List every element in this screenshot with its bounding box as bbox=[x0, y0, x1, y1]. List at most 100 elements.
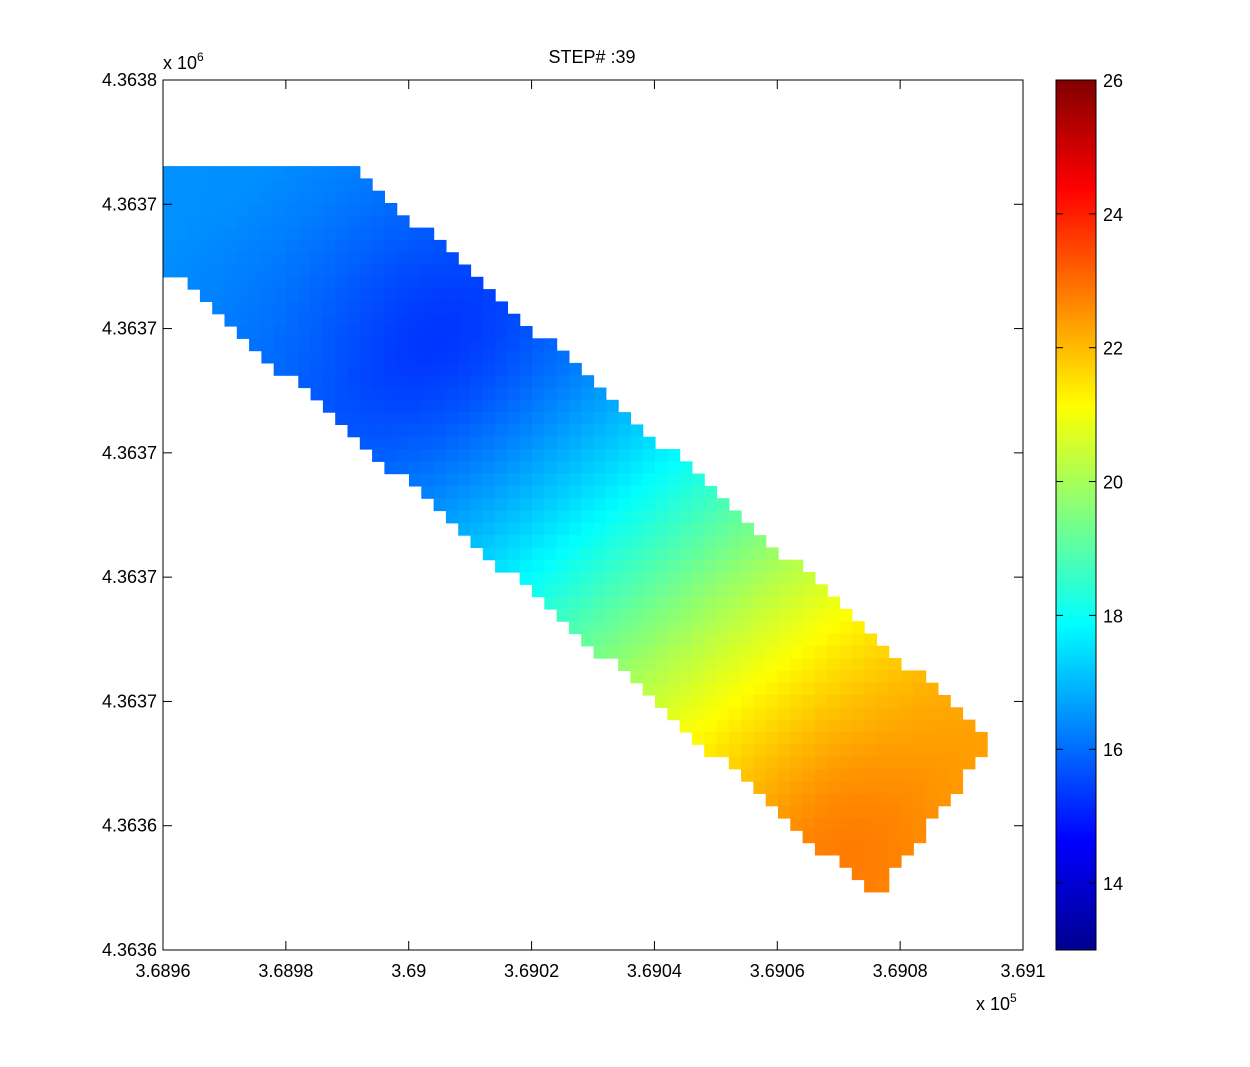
heatmap-cell bbox=[212, 215, 226, 229]
heatmap-cell bbox=[655, 670, 668, 684]
heatmap-cell bbox=[568, 362, 582, 376]
heatmap-cell bbox=[236, 166, 250, 179]
heatmap-cell bbox=[753, 670, 767, 684]
heatmap-cell bbox=[359, 203, 373, 216]
heatmap-cell bbox=[925, 793, 939, 807]
heatmap-cell bbox=[445, 289, 459, 302]
heatmap-cell bbox=[519, 424, 533, 438]
heatmap-cell bbox=[433, 485, 447, 499]
heatmap-cell bbox=[851, 670, 865, 684]
heatmap-cell bbox=[163, 264, 176, 278]
heatmap-cell bbox=[728, 522, 742, 536]
heatmap-cell bbox=[802, 633, 816, 647]
heatmap-cell bbox=[249, 264, 262, 278]
heatmap-cell bbox=[286, 301, 299, 315]
heatmap-cell bbox=[384, 375, 398, 389]
heatmap-cell bbox=[864, 830, 877, 844]
heatmap-cell bbox=[470, 350, 484, 364]
heatmap-cell bbox=[605, 449, 619, 462]
heatmap-cell bbox=[532, 522, 545, 536]
heatmap-cell bbox=[827, 731, 841, 745]
heatmap-cell bbox=[322, 190, 336, 204]
heatmap-cell bbox=[814, 744, 828, 758]
heatmap-cell bbox=[322, 178, 336, 192]
heatmap-cell bbox=[925, 744, 939, 758]
heatmap-cell bbox=[962, 719, 976, 733]
heatmap-cell bbox=[445, 498, 459, 512]
heatmap-cell bbox=[347, 362, 361, 376]
heatmap-cell bbox=[384, 412, 398, 425]
heatmap-cell bbox=[421, 338, 435, 352]
heatmap-cell bbox=[741, 572, 754, 585]
heatmap-cell bbox=[839, 719, 853, 733]
heatmap-cell bbox=[864, 805, 877, 819]
heatmap-cell bbox=[519, 412, 533, 425]
heatmap-cell bbox=[802, 744, 816, 758]
heatmap-cell bbox=[519, 461, 533, 475]
heatmap-cell bbox=[519, 375, 533, 389]
heatmap-cell bbox=[359, 227, 373, 241]
heatmap-cell bbox=[630, 461, 644, 475]
heatmap-cell bbox=[851, 854, 865, 868]
heatmap-cell bbox=[470, 399, 484, 413]
heatmap-cell bbox=[876, 645, 890, 659]
heatmap-cell bbox=[802, 584, 816, 598]
heatmap-cell bbox=[790, 818, 804, 831]
heatmap-cell bbox=[445, 424, 459, 438]
heatmap-cell bbox=[495, 473, 508, 487]
heatmap-cell bbox=[224, 190, 238, 204]
heatmap-cell bbox=[359, 289, 373, 302]
heatmap-cell bbox=[396, 252, 410, 266]
heatmap-cell bbox=[581, 399, 595, 413]
heatmap-cell bbox=[310, 252, 324, 266]
heatmap-cell bbox=[187, 166, 201, 179]
heatmap-cell bbox=[728, 559, 742, 573]
heatmap-cell bbox=[507, 338, 521, 352]
heatmap-cell bbox=[458, 473, 472, 487]
heatmap-cell bbox=[704, 682, 718, 696]
heatmap-cell bbox=[691, 719, 705, 733]
colorbar-tick-label: 16 bbox=[1103, 740, 1123, 760]
heatmap-cell bbox=[359, 276, 373, 290]
heatmap-cell bbox=[396, 313, 410, 327]
heatmap-cell bbox=[728, 719, 742, 733]
colorbar-tick-label: 24 bbox=[1103, 205, 1123, 225]
heatmap-cell bbox=[458, 362, 472, 376]
heatmap-cell bbox=[876, 781, 890, 794]
heatmap-cell bbox=[827, 621, 841, 635]
heatmap-cell bbox=[778, 744, 791, 758]
heatmap-cell bbox=[937, 695, 951, 708]
heatmap-cell bbox=[212, 252, 226, 266]
heatmap-cell bbox=[950, 731, 964, 745]
heatmap-cell bbox=[175, 252, 189, 266]
heatmap-cell bbox=[876, 842, 890, 856]
y-tick-label: 4.3638 bbox=[102, 70, 157, 90]
heatmap-cell bbox=[544, 449, 558, 462]
heatmap-cell bbox=[298, 264, 312, 278]
heatmap-cell bbox=[310, 190, 324, 204]
heatmap-cell bbox=[322, 166, 336, 179]
heatmap-cell bbox=[568, 498, 582, 512]
heatmap-cell bbox=[421, 412, 435, 425]
heatmap-cell bbox=[372, 190, 385, 204]
heatmap-cell bbox=[667, 547, 681, 561]
heatmap-cell bbox=[618, 584, 631, 598]
heatmap-cell bbox=[667, 608, 681, 622]
heatmap-cell bbox=[470, 461, 484, 475]
heatmap-cell bbox=[691, 621, 705, 635]
heatmap-cell bbox=[384, 350, 398, 364]
y-tick-label: 4.3637 bbox=[102, 319, 157, 339]
heatmap-cell bbox=[704, 547, 718, 561]
heatmap-cell bbox=[581, 608, 595, 622]
heatmap-cell bbox=[532, 498, 545, 512]
heatmap-cell bbox=[741, 547, 754, 561]
heatmap-cell bbox=[605, 645, 619, 659]
heatmap-cell bbox=[249, 166, 262, 179]
heatmap-cell bbox=[814, 608, 828, 622]
heatmap-cell bbox=[384, 301, 398, 315]
heatmap-cell bbox=[839, 854, 853, 868]
heatmap-cell bbox=[568, 559, 582, 573]
heatmap-cell bbox=[593, 424, 607, 438]
heatmap-cell bbox=[335, 350, 349, 364]
heatmap-cell bbox=[458, 387, 472, 401]
